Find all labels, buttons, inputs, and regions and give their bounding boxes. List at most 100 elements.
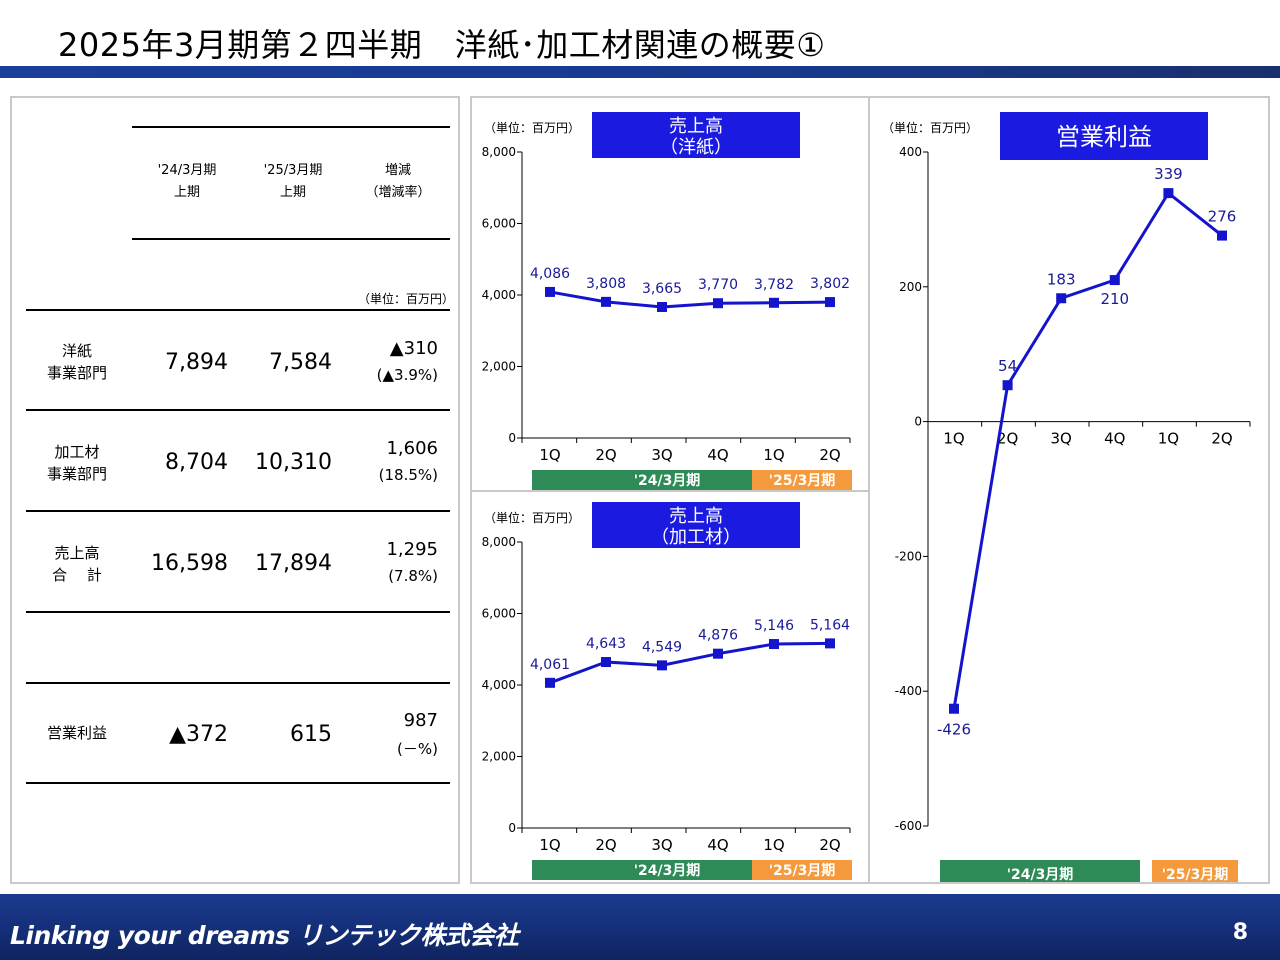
data-label: 4,061: [530, 657, 570, 673]
x-category-label: 3Q: [1051, 430, 1072, 448]
data-label: 4,643: [586, 636, 626, 652]
row-kakouzai-value-25: 10,310: [255, 450, 332, 475]
table-rule: [132, 238, 450, 240]
data-point: [601, 296, 611, 307]
chart-title-line2: （洋紙）: [660, 137, 732, 158]
chart-panel-operating-income: （単位：百万円） 営業利益 -600 -400 -200 0 200 400 1Q 2Q 3Q 4Q 1…: [868, 96, 1270, 884]
row-op-change: 987: [403, 710, 438, 731]
chart-title-box: [592, 112, 800, 158]
x-category-label: 4Q: [707, 446, 728, 464]
x-category-label: 1Q: [1158, 430, 1179, 448]
chart-panel-kakouzai: （単位：百万円） 売上高 （加工材） 0 2,000 4,000 6,000 8,000 1Q 2…: [470, 490, 870, 884]
summary-table-panel: '24/3月期 上期 '25/3月期 上期 増減 （増減率） （単位：百万円） …: [10, 96, 460, 884]
header-col1: '24/3月期 上期: [142, 160, 232, 204]
row-label-line2: 合 計: [52, 566, 102, 584]
data-label: -426: [937, 721, 971, 739]
x-category-label: 2Q: [997, 430, 1018, 448]
data-point: [601, 657, 611, 668]
data-label: 5,146: [754, 618, 794, 634]
data-label: 4,549: [642, 639, 682, 655]
chart-title-line1: 売上高: [669, 506, 723, 527]
period-label: '25/3月期: [769, 863, 836, 879]
chart-sales-kakouzai: （単位：百万円） 売上高（加工材） 0 2,000 4,000 6,000 8,000 1Q 2…: [482, 502, 852, 880]
data-point: [1163, 188, 1174, 199]
y-tick-label: 4,000: [482, 678, 516, 692]
y-tick-label: 6,000: [482, 217, 516, 231]
row-kakouzai-value-24: 8,704: [165, 450, 228, 475]
x-category-label: 1Q: [763, 446, 784, 464]
row-total-change: 1,295: [386, 539, 438, 560]
table-rule: [132, 126, 450, 128]
chart-sales-yoshi: （単位：百万円） 売上高（洋紙） 0 2,000 4,000 6,000 8,000 1Q 2Q…: [482, 112, 852, 490]
series-line: [549, 641, 831, 685]
chart-unit-label: （単位：百万円）: [484, 120, 580, 135]
header-col2: '25/3月期 上期: [248, 160, 338, 204]
x-category-label: 2Q: [595, 446, 616, 464]
row-total-value-24: 16,598: [151, 551, 228, 576]
data-label: 4,086: [530, 266, 570, 282]
row-total-rate: (7.8%): [388, 567, 438, 585]
row-label-line2: 事業部門: [46, 465, 107, 483]
x-category-label: 3Q: [651, 836, 672, 854]
data-label: 210: [1100, 290, 1129, 308]
data-label: 3,665: [642, 281, 682, 297]
y-tick-label: -400: [895, 684, 922, 698]
y-tick-label: 8,000: [482, 535, 516, 549]
period-label: '24/3月期: [634, 473, 701, 489]
row-label-line1: 加工材: [54, 443, 100, 461]
data-point: [713, 298, 723, 309]
y-tick-label: 8,000: [482, 145, 516, 159]
row-label-operating-income: 営業利益: [26, 722, 128, 744]
y-tick-label: 6,000: [482, 607, 516, 621]
chart-unit-label: （単位：百万円）: [484, 510, 580, 525]
data-point: [825, 297, 835, 308]
data-point: [545, 677, 555, 688]
data-point: [1002, 380, 1013, 391]
row-yoshi-value-25: 7,584: [269, 350, 332, 375]
page-number: 8: [1232, 920, 1248, 945]
data-point: [825, 638, 835, 649]
table-rule: [26, 611, 450, 613]
table-unit-label: （単位：百万円）: [357, 292, 454, 306]
x-category-label: 4Q: [707, 836, 728, 854]
period-bar: [532, 860, 802, 880]
y-tick-label: 4,000: [482, 288, 516, 302]
data-point: [769, 639, 779, 650]
row-label-line1: 営業利益: [46, 724, 107, 742]
footer-tagline: Linking your dreams リンテック株式会社: [10, 921, 519, 950]
row-op-value-24: ▲372: [169, 722, 228, 747]
header-col3: 増減 （増減率）: [348, 160, 448, 204]
table-rule: [26, 409, 450, 411]
header-col3-line1: 増減: [384, 163, 411, 178]
period-label: '24/3月期: [634, 863, 701, 879]
data-label: 339: [1154, 165, 1183, 183]
data-point: [657, 301, 667, 312]
data-point: [769, 297, 779, 308]
row-total-value-25: 17,894: [255, 551, 332, 576]
data-label: 183: [1047, 270, 1076, 288]
x-category-label: 2Q: [595, 836, 616, 854]
chart-title-line2: （加工材）: [651, 527, 741, 548]
data-label: 4,876: [698, 628, 738, 644]
x-category-label: 2Q: [819, 446, 840, 464]
x-category-label: 1Q: [539, 836, 560, 854]
y-tick-label: 0: [914, 415, 922, 429]
data-label: 5,164: [810, 617, 850, 633]
row-label-yoshi: 洋紙 事業部門: [26, 340, 128, 384]
x-category-label: 1Q: [763, 836, 784, 854]
data-point: [949, 703, 959, 714]
data-label: 3,782: [754, 277, 794, 293]
data-point: [1109, 275, 1120, 286]
y-tick-label: 0: [508, 821, 516, 835]
data-point: [1217, 230, 1227, 241]
data-point: [545, 286, 555, 297]
x-category-label: 3Q: [651, 446, 672, 464]
chart-title-box: [1000, 112, 1208, 160]
period-bar: [752, 470, 852, 490]
period-bar: [532, 470, 802, 490]
y-tick-label: 2,000: [482, 750, 516, 764]
x-category-label: 2Q: [819, 836, 840, 854]
data-label: 276: [1208, 208, 1237, 226]
chart-operating-income: （単位：百万円） 営業利益 -600 -400 -200 0 200 400 1Q 2Q 3Q 4Q 1…: [882, 112, 1251, 884]
chart-title: 営業利益: [1056, 123, 1152, 151]
